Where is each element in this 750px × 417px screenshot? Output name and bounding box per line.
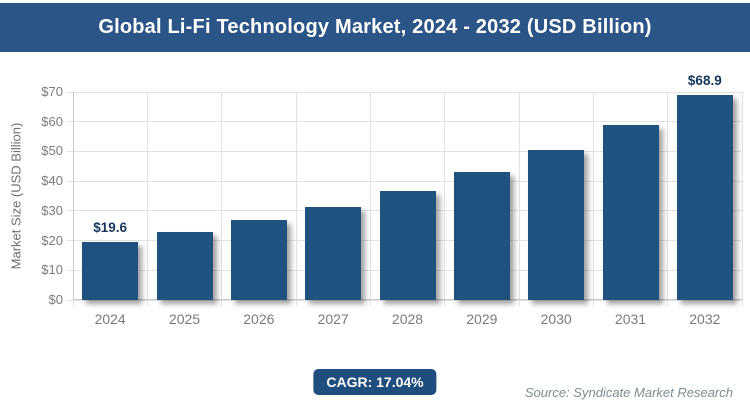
x-tick-label: 2029 — [466, 311, 498, 327]
value-label-2032: $68.9 — [687, 73, 722, 89]
x-tick-label: 2025 — [168, 311, 201, 327]
gridline-vertical — [518, 92, 520, 306]
gridline-horizontal — [67, 91, 742, 93]
gridline-vertical — [369, 92, 371, 306]
source-text: Source: Syndicate Market Research — [524, 385, 733, 400]
value-label-2024: $19.6 — [93, 219, 128, 235]
chart-title: Global Li-Fi Technology Market, 2024 - 2… — [98, 16, 652, 38]
gridline-horizontal — [67, 299, 742, 301]
y-tick-label: $10 — [41, 262, 63, 278]
y-tick-label: $50 — [41, 143, 63, 159]
gridline-horizontal — [67, 180, 742, 182]
bar-2028 — [379, 190, 436, 300]
x-tick-label: 2032 — [689, 311, 721, 327]
gridline-vertical — [592, 92, 594, 306]
y-axis-line — [73, 92, 74, 300]
bar-2027 — [305, 206, 362, 300]
gridline-horizontal — [67, 121, 742, 123]
x-tick-label: 2028 — [391, 311, 424, 327]
gridline-vertical — [295, 92, 297, 306]
gridline-vertical — [444, 92, 446, 306]
bar-2024 — [82, 241, 139, 300]
gridline-horizontal — [67, 150, 742, 152]
y-tick-label: $40 — [41, 173, 63, 189]
gridline-vertical — [146, 92, 148, 306]
x-tick-label: 2030 — [540, 311, 572, 327]
gridline-vertical — [667, 92, 669, 306]
y-tick-label: $30 — [41, 202, 63, 218]
bar-2030 — [528, 150, 585, 300]
x-tick-label: 2031 — [614, 311, 647, 327]
x-tick-label: 2024 — [94, 311, 126, 327]
x-tick-label: 2027 — [317, 311, 349, 327]
cagr-badge: CAGR: 17.04% — [313, 369, 437, 395]
bar-2025 — [156, 231, 213, 300]
bar-2029 — [453, 172, 510, 300]
bar-2032 — [676, 95, 733, 300]
bar-2031 — [602, 124, 659, 300]
x-tick-label: 2026 — [243, 311, 275, 327]
y-tick-label: $0 — [48, 292, 63, 307]
y-tick-label: $20 — [41, 232, 63, 248]
gridline-vertical — [741, 92, 743, 306]
y-tick-label: $60 — [41, 113, 63, 129]
chart-title-bar: Global Li-Fi Technology Market, 2024 - 2… — [0, 3, 750, 52]
y-tick-label: $70 — [41, 84, 63, 99]
gridline-vertical — [221, 92, 223, 306]
bar-2026 — [230, 220, 287, 300]
